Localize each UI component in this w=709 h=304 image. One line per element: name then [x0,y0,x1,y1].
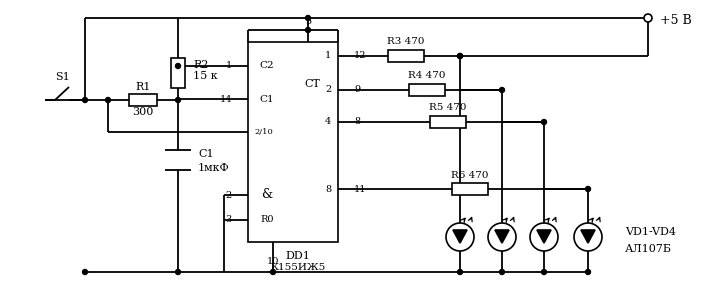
Bar [409,84,445,96]
Text: CT: CT [304,79,320,89]
Circle shape [446,223,474,251]
Circle shape [542,270,547,275]
Text: 2: 2 [225,191,232,199]
Circle shape [530,223,558,251]
Bar [430,116,466,128]
Text: C2: C2 [259,61,274,71]
Circle shape [82,270,87,275]
Text: 4: 4 [325,118,331,126]
Text: C1: C1 [259,95,274,103]
Text: 1: 1 [325,51,331,60]
Text: 1мкФ: 1мкФ [198,163,230,173]
Text: 5: 5 [305,18,311,26]
Text: К155ИЖ5: К155ИЖ5 [270,264,325,272]
Circle shape [586,270,591,275]
Text: 1: 1 [225,61,232,71]
Text: S1: S1 [55,72,69,82]
Text: VD1-VD4: VD1-VD4 [625,227,676,237]
Circle shape [457,54,462,58]
Bar [248,42,338,242]
Text: 2/10: 2/10 [255,128,274,136]
Text: 12: 12 [354,51,367,60]
Polygon shape [581,230,595,243]
Text: 11: 11 [354,185,367,194]
Circle shape [586,186,591,192]
Polygon shape [537,230,551,243]
Text: R6 470: R6 470 [451,171,489,179]
Text: 14: 14 [220,95,232,103]
Polygon shape [453,230,467,243]
Text: DD1: DD1 [286,251,311,261]
Text: 15 к: 15 к [193,71,218,81]
Polygon shape [495,230,509,243]
Text: 8: 8 [325,185,331,194]
Text: R4 470: R4 470 [408,71,446,81]
Text: C1: C1 [198,149,213,159]
Bar [129,94,157,106]
Circle shape [574,223,602,251]
Circle shape [500,270,505,275]
Text: 10: 10 [267,257,279,267]
Circle shape [271,270,276,275]
Circle shape [500,88,505,92]
Text: R3 470: R3 470 [387,37,425,47]
Bar [171,58,185,88]
Circle shape [457,270,462,275]
Text: 3: 3 [225,216,232,224]
Text: 9: 9 [354,85,360,95]
Circle shape [82,98,87,102]
Text: &: & [262,188,272,202]
Text: 2: 2 [325,85,331,95]
Text: R1: R1 [135,82,151,92]
Text: R5 470: R5 470 [429,103,467,112]
Circle shape [644,14,652,22]
Text: АЛ107Б: АЛ107Б [625,244,672,254]
Text: +5 В: +5 В [660,13,692,26]
Circle shape [176,98,181,102]
Circle shape [306,16,311,20]
Circle shape [176,270,181,275]
Circle shape [306,27,311,33]
Text: R2: R2 [193,60,208,70]
Circle shape [106,98,111,102]
Circle shape [542,119,547,125]
Circle shape [176,64,181,68]
Circle shape [488,223,516,251]
Bar [388,50,424,62]
Text: 8: 8 [354,118,360,126]
Bar [452,183,488,195]
Text: R0: R0 [260,216,274,224]
Text: 300: 300 [133,107,154,117]
Circle shape [457,54,462,58]
